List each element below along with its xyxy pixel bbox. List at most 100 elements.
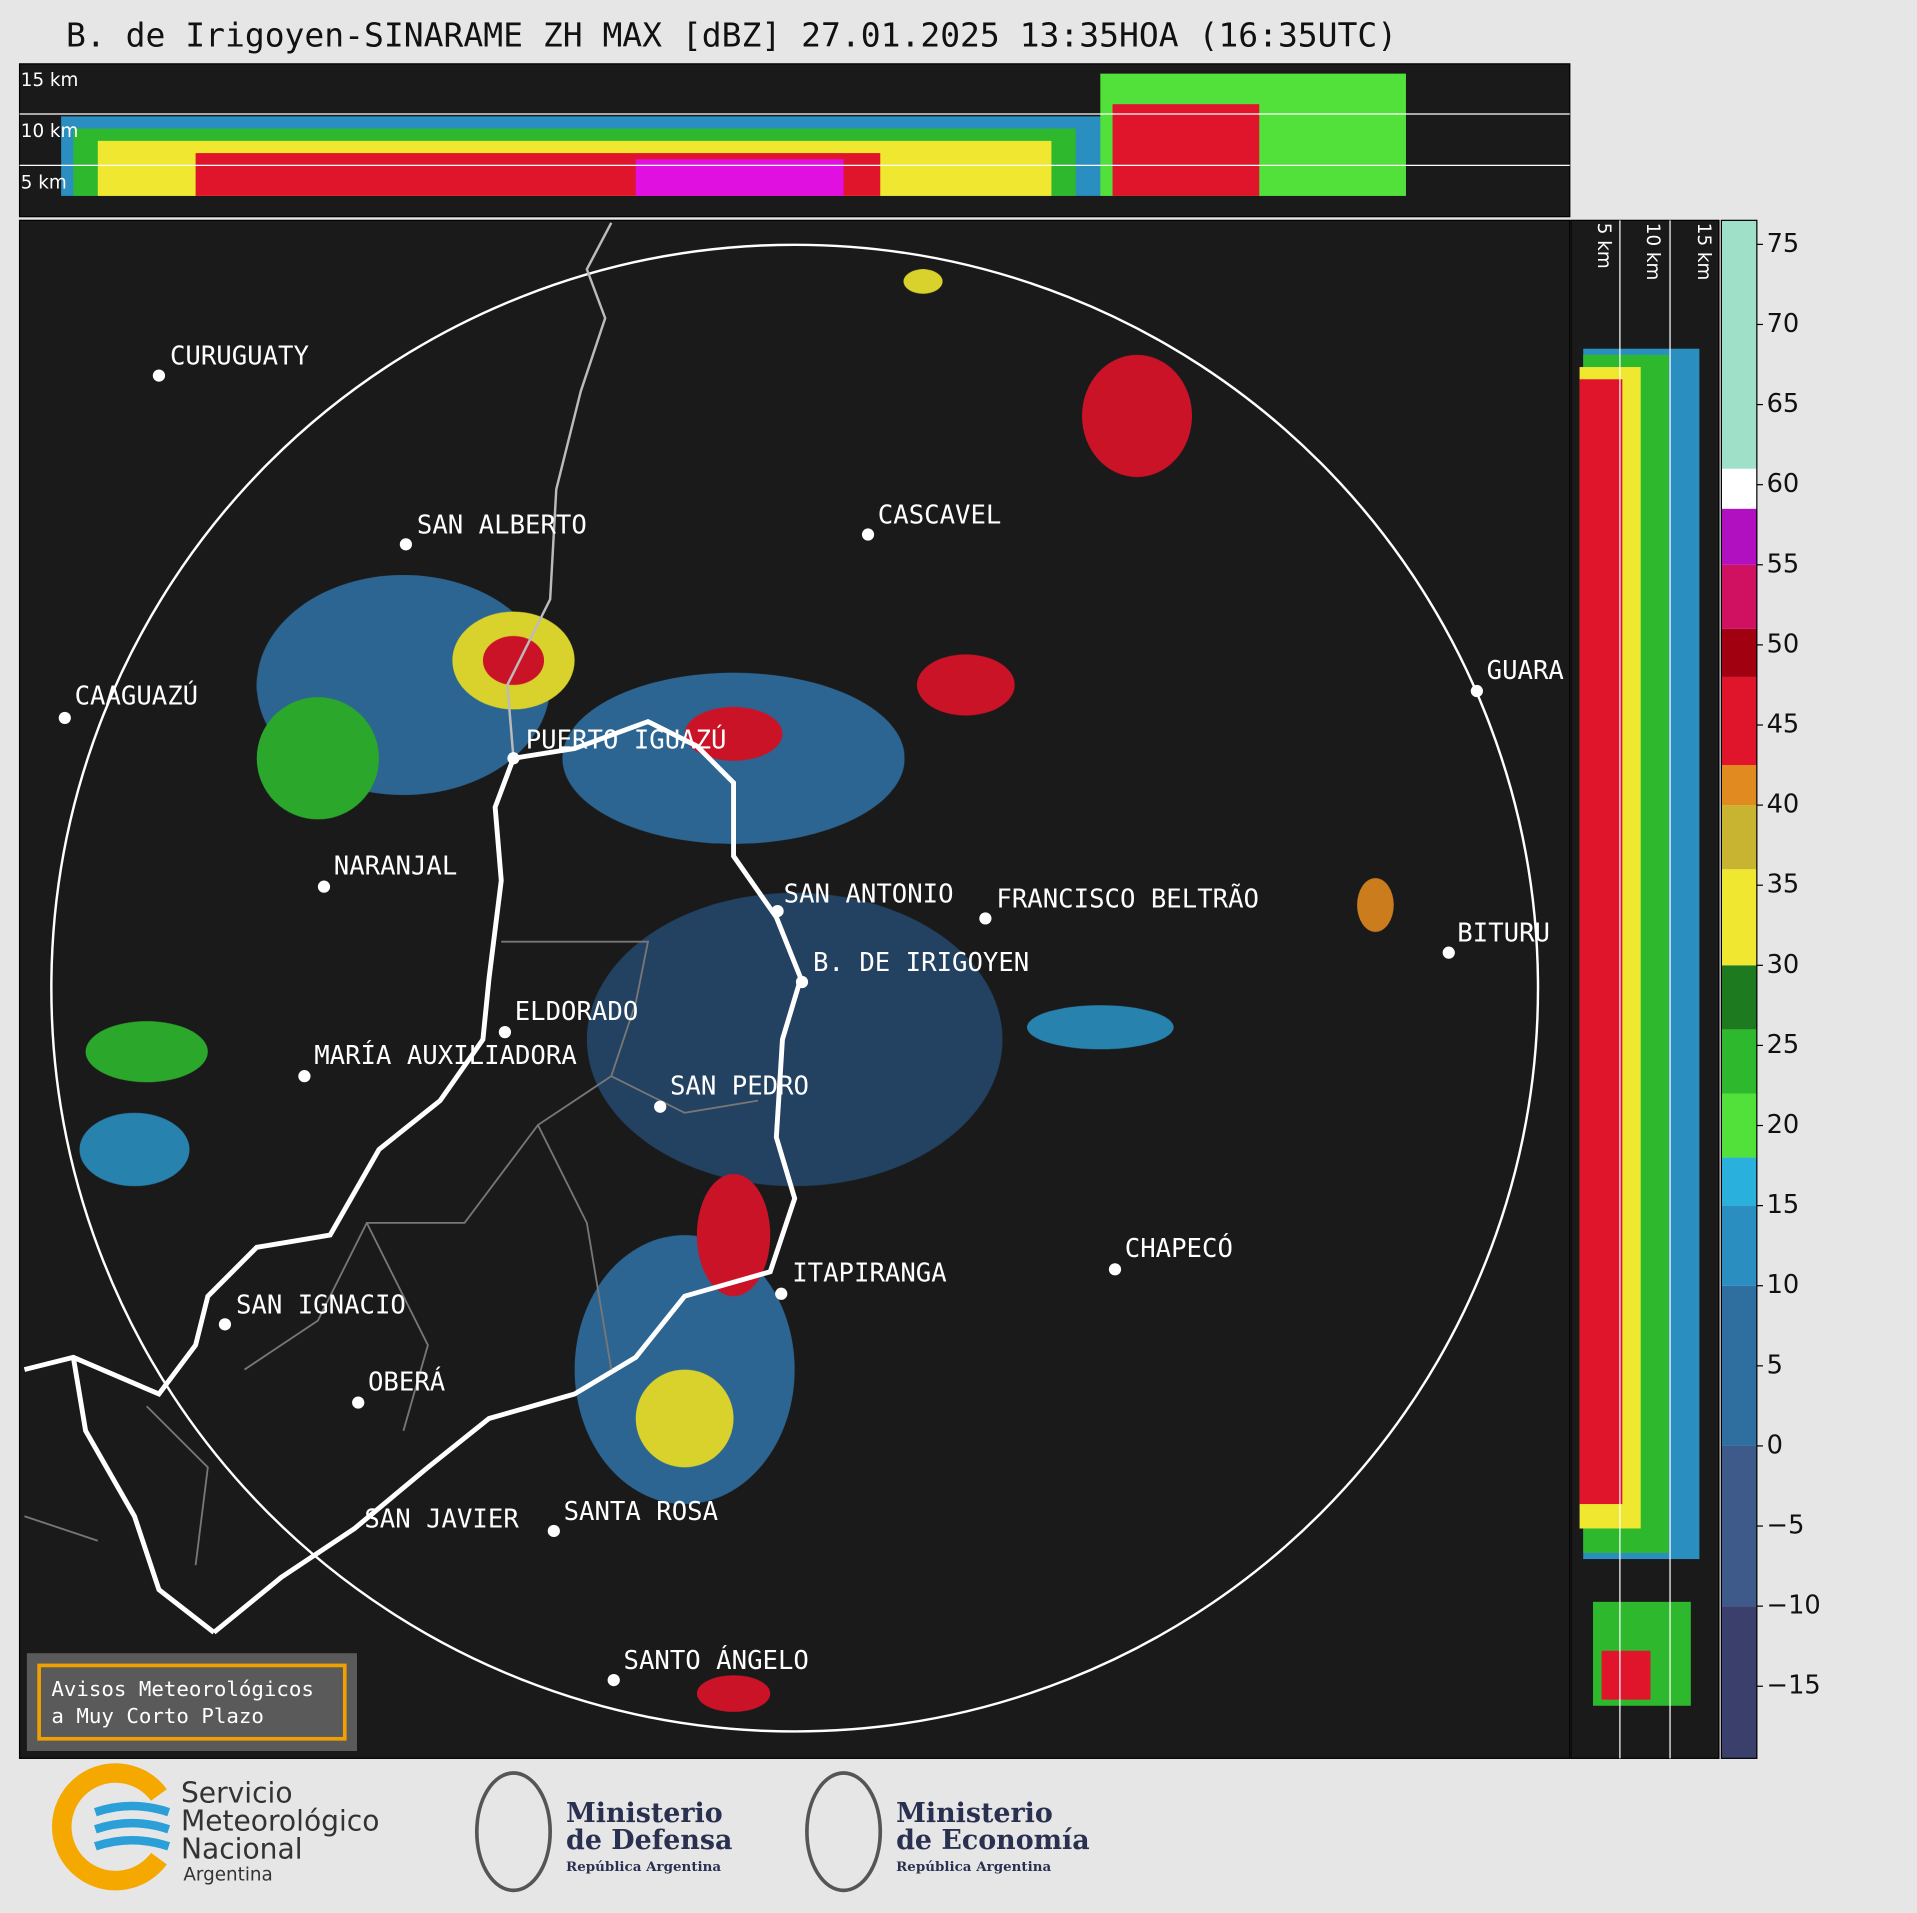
city-label: GUARA [1487, 656, 1564, 686]
city-label: PUERTO IGUAZÚ [526, 723, 727, 755]
city-dot [1470, 684, 1483, 698]
cities: CURUGUATY SAN ALBERTO CASCAVEL CAAGUAZÚ GUAR… [58, 342, 1564, 1687]
logo-text: República Argentina [566, 1859, 721, 1875]
city-dot [498, 1026, 512, 1039]
emblem [805, 1771, 883, 1893]
top-echoes [61, 73, 1406, 196]
colorbar-segment [1721, 1285, 1757, 1446]
city-dot [399, 538, 413, 551]
colorbar-tick-label: 40 [1767, 790, 1800, 820]
city-dot [979, 912, 992, 925]
colorbar-segment [1721, 765, 1757, 806]
colorbar-frame [1720, 219, 1758, 1759]
colorbar-segment [1721, 1093, 1757, 1158]
city-dot [507, 752, 520, 765]
colorbar-segment [1721, 468, 1757, 509]
colorbar-tick-label: −10 [1767, 1591, 1821, 1621]
colorbar-tick-label: 0 [1767, 1430, 1783, 1460]
colorbar-tick-label: 30 [1767, 950, 1800, 980]
city-dot [1442, 946, 1455, 959]
city-dot [775, 1287, 788, 1300]
colorbar-segment [1721, 805, 1757, 870]
city-label: SAN JAVIER [364, 1504, 519, 1534]
colorbar-tick-label: 25 [1767, 1030, 1800, 1060]
city-label: FRANCISCO BELTRÃO [996, 882, 1259, 914]
city-dot [607, 1673, 620, 1687]
range-ring [50, 243, 1540, 1733]
colorbar-segment [1721, 1157, 1757, 1206]
title: B. de Irigoyen-SINARAME ZH MAX [dBZ] 27.… [66, 16, 1397, 55]
city-label: CHAPECÓ [1125, 1232, 1233, 1264]
logo-text: Argentina [183, 1865, 272, 1886]
city-label: SANTA ROSA [564, 1497, 718, 1527]
colorbar-tick-label: 55 [1767, 549, 1800, 579]
city-label: B. DE IRIGOYEN [813, 948, 1029, 978]
colorbar-tick-label: 5 [1767, 1350, 1783, 1380]
colorbar: −15 −10 −5 0 5 10 15 20 25 30 35 40 45 50 55 60 65 70 75 [1720, 219, 1821, 1759]
logo-text: Servicio [181, 1776, 293, 1809]
colorbar-segment [1721, 676, 1757, 766]
city-dot [861, 528, 875, 541]
side-echoes [1579, 348, 1700, 1706]
city-dot [1108, 1263, 1122, 1276]
smn-logo [52, 1763, 171, 1891]
city-dot [352, 1396, 365, 1409]
city-label: SAN ANTONIO [784, 880, 954, 910]
rivers [506, 222, 613, 759]
city-dot [795, 975, 809, 989]
height-label: 5 km [1593, 223, 1614, 269]
colorbar-segment [1721, 965, 1757, 1030]
borders [23, 718, 804, 1635]
height-label: 15 km [1693, 223, 1714, 281]
city-label: NARANJAL [334, 851, 458, 881]
height-label: 10 km [1642, 223, 1663, 281]
city-label: CAAGUAZÚ [75, 679, 199, 711]
height-label: 15 km [21, 70, 79, 91]
colorbar-tick-label: 50 [1767, 629, 1800, 659]
city-label: ELDORADO [515, 997, 639, 1027]
colorbar-segment [1721, 1029, 1757, 1094]
city-label: SAN PEDRO [670, 1071, 809, 1101]
colorbar-tick-label: −5 [1767, 1511, 1805, 1541]
logo-text: República Argentina [896, 1859, 1051, 1875]
echoes [79, 269, 1394, 1712]
emblem [474, 1771, 552, 1893]
colorbar-tick-label: 70 [1767, 309, 1800, 339]
colorbar-segment [1721, 1205, 1757, 1286]
colorbar-tick-label: 45 [1767, 709, 1800, 739]
colorbar-tick-label: 75 [1767, 229, 1800, 259]
colorbar-segment [1721, 628, 1757, 677]
city-label: BITURU [1457, 919, 1550, 949]
colorbar-tick-label: 10 [1767, 1270, 1800, 1300]
colorbar-tick-label: −15 [1767, 1671, 1821, 1701]
departments [24, 940, 759, 1566]
city-label: OBERÁ [368, 1365, 445, 1397]
notice-box [26, 1653, 357, 1752]
city-dot [152, 369, 166, 382]
city-dot [771, 904, 784, 918]
colorbar-tick-label: 65 [1767, 389, 1800, 419]
logo-text: Meteorológico [181, 1804, 380, 1837]
city-label: CASCAVEL [878, 501, 1002, 531]
colorbar-segment [1721, 1606, 1757, 1759]
colorbar-segment [1721, 869, 1757, 966]
colorbar-tick-label: 35 [1767, 870, 1800, 900]
logo-text: de Economía [896, 1825, 1090, 1856]
city-label: SAN IGNACIO [236, 1290, 406, 1320]
city-dot [317, 880, 331, 893]
logo-text: Ministerio [566, 1798, 723, 1829]
city-dot [218, 1318, 232, 1331]
city-label: ITAPIRANGA [792, 1259, 946, 1289]
city-dot [58, 711, 71, 725]
colorbar-tick-label: 60 [1767, 469, 1800, 499]
logo-text: Ministerio [896, 1798, 1053, 1829]
colorbar-segment [1721, 1445, 1757, 1607]
city-label: CURUGUATY [170, 342, 309, 372]
colorbar-tick-label: 15 [1767, 1190, 1800, 1220]
city-dot [298, 1070, 311, 1083]
colorbar-segment [1721, 220, 1757, 469]
city-dot [547, 1524, 560, 1538]
notice-frame [37, 1663, 347, 1741]
logo-text: de Defensa [566, 1825, 732, 1856]
